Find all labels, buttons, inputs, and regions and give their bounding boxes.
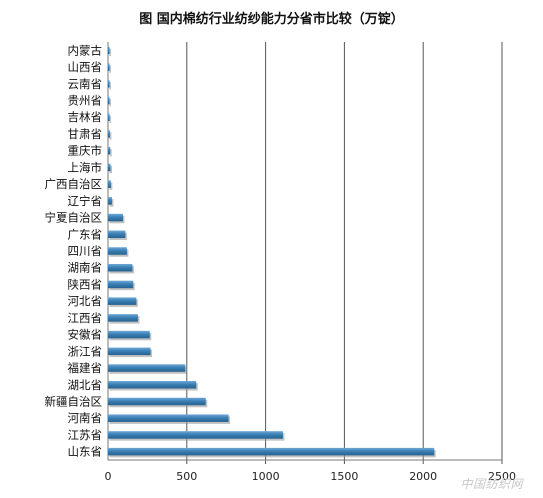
bar-陕西省 bbox=[108, 280, 134, 289]
bar-shadow bbox=[109, 132, 112, 140]
x-tick-label: 1000 bbox=[252, 470, 280, 483]
bar-湖北省 bbox=[108, 381, 197, 389]
y-tick-label: 贵州省 bbox=[68, 94, 103, 108]
y-tick-label: 河北省 bbox=[68, 294, 103, 308]
bar-shadow bbox=[109, 115, 112, 123]
bar-重庆市 bbox=[108, 146, 111, 155]
bar-新疆自治区 bbox=[108, 397, 206, 406]
bar-shadow bbox=[109, 98, 111, 107]
y-tick-label: 福建省 bbox=[68, 361, 103, 375]
y-tick-label: 江苏省 bbox=[68, 428, 103, 442]
chart-title: 图 国内棉纺行业纺纱能力分省市比较（万锭） bbox=[139, 12, 404, 27]
bar-shadow bbox=[109, 82, 111, 90]
y-tick-label: 山西省 bbox=[68, 60, 103, 74]
bar-河南省 bbox=[108, 414, 229, 422]
bar-shadow bbox=[109, 182, 113, 190]
y-tick-label: 湖南省 bbox=[68, 261, 103, 275]
bar-江西省 bbox=[108, 314, 138, 322]
y-tick-label: 江西省 bbox=[68, 311, 103, 325]
y-tick-label: 内蒙古 bbox=[68, 43, 103, 57]
y-tick-label: 辽宁省 bbox=[68, 194, 103, 208]
y-tick-label: 浙江省 bbox=[68, 344, 103, 358]
bar-四川省 bbox=[108, 247, 127, 255]
bar-福建省 bbox=[108, 364, 186, 372]
watermark: 中国纺织网 bbox=[460, 477, 523, 491]
bar-上海市 bbox=[108, 163, 111, 172]
y-tick-label: 广东省 bbox=[68, 227, 103, 241]
bar-辽宁省 bbox=[108, 197, 112, 205]
y-tick-label: 安徽省 bbox=[68, 328, 103, 342]
x-tick-label: 2500 bbox=[488, 470, 516, 483]
y-tick-label: 宁夏自治区 bbox=[45, 211, 103, 225]
bar-shadow bbox=[109, 148, 112, 157]
bar-山西省 bbox=[108, 63, 110, 71]
x-tick-label: 500 bbox=[176, 470, 197, 483]
bar-shadow bbox=[109, 165, 113, 174]
bar-浙江省 bbox=[108, 347, 151, 356]
x-tick-label: 1500 bbox=[330, 470, 358, 483]
bar-湖南省 bbox=[108, 263, 133, 272]
x-tick-label: 0 bbox=[105, 470, 112, 483]
y-tick-label: 湖北省 bbox=[68, 378, 103, 392]
y-tick-label: 重庆市 bbox=[68, 144, 103, 158]
x-tick-label: 2000 bbox=[409, 470, 437, 483]
bar-吉林省 bbox=[108, 113, 110, 121]
bar-广西自治区 bbox=[108, 180, 111, 188]
bar-shadow bbox=[109, 48, 111, 57]
y-tick-label: 山东省 bbox=[68, 445, 103, 459]
y-tick-label: 陕西省 bbox=[68, 277, 103, 291]
bar-河北省 bbox=[108, 297, 137, 305]
y-tick-label: 新疆自治区 bbox=[45, 394, 103, 408]
bar-内蒙古 bbox=[108, 46, 110, 55]
y-tick-label: 云南省 bbox=[68, 77, 103, 91]
y-tick-label: 吉林省 bbox=[68, 110, 103, 124]
y-tick-label: 广西自治区 bbox=[45, 177, 103, 191]
bar-广东省 bbox=[108, 230, 126, 239]
bar-宁夏自治区 bbox=[108, 213, 123, 222]
y-tick-label: 河南省 bbox=[68, 411, 103, 425]
y-tick-label: 甘肃省 bbox=[68, 127, 103, 141]
bar-云南省 bbox=[108, 80, 110, 88]
bar-贵州省 bbox=[108, 96, 110, 105]
bar-甘肃省 bbox=[108, 130, 110, 138]
bar-江苏省 bbox=[108, 431, 283, 439]
y-tick-label: 上海市 bbox=[68, 160, 103, 174]
bar-安徽省 bbox=[108, 330, 150, 339]
bar-shadow bbox=[109, 65, 111, 73]
y-tick-label: 四川省 bbox=[68, 244, 103, 258]
bar-山东省 bbox=[108, 447, 435, 456]
